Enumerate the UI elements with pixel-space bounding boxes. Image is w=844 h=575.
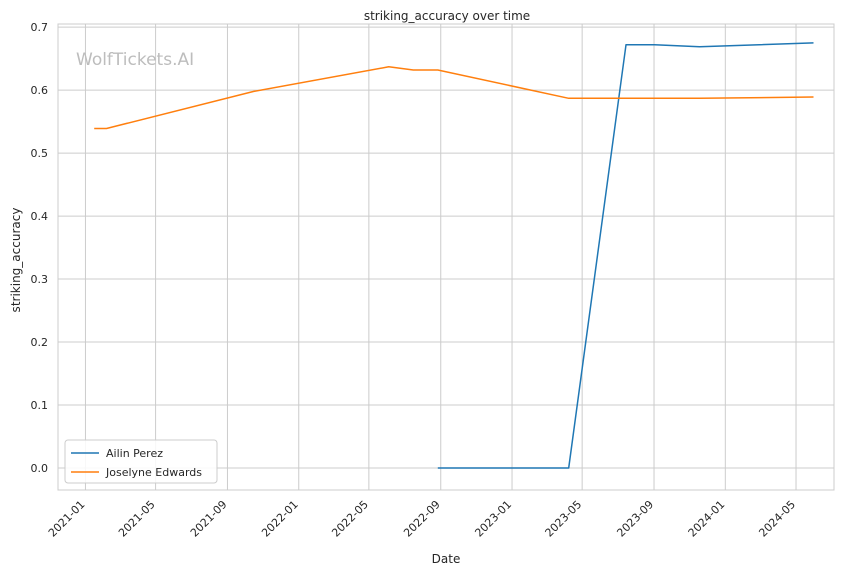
x-axis-title: Date [432,552,461,566]
y-tick-label: 0.7 [31,21,49,34]
legend: Ailin Perez Joselyne Edwards [64,439,218,484]
y-tick-label: 0.4 [31,210,49,223]
x-tick-labels: 2021-01 2021-05 2021-09 2022-01 2022-05 2022-… [46,498,798,540]
y-axis-title: striking_accuracy [9,208,23,313]
x-tick-label: 2022-09 [401,498,443,540]
chart-title: striking_accuracy over time [364,9,530,23]
legend-box [64,439,218,484]
x-tick-label: 2022-01 [259,498,301,540]
x-tick-label: 2024-01 [686,498,728,540]
x-tick-label: 2021-01 [46,498,88,540]
y-tick-label: 0.5 [31,147,49,160]
y-tick-label: 0.1 [31,399,49,412]
series-line-ailin-perez [437,42,814,469]
x-tick-label: 2021-09 [188,498,230,540]
x-tick-label: 2024-05 [756,498,798,540]
y-tick-label: 0.2 [31,336,49,349]
y-tick-label: 0.6 [31,84,49,97]
plot-area [57,23,835,491]
series-lines [94,42,814,469]
series-line-joselyne-edwards [94,66,814,130]
x-tick-label: 2023-05 [543,498,585,540]
legend-label-ailin-perez: Ailin Perez [106,447,163,460]
y-tick-label: 0.0 [31,462,49,475]
y-tick-labels: 0.0 0.1 0.2 0.3 0.4 0.5 0.6 0.7 [31,21,49,475]
y-tick-label: 0.3 [31,273,49,286]
x-tick-label: 2021-05 [116,498,158,540]
legend-label-joselyne-edwards: Joselyne Edwards [105,466,202,479]
x-tick-label: 2023-01 [472,498,514,540]
grid-lines [58,24,834,490]
x-tick-label: 2022-05 [329,498,371,540]
x-tick-label: 2023-09 [614,498,656,540]
watermark-text: WolfTickets.AI [76,50,194,70]
